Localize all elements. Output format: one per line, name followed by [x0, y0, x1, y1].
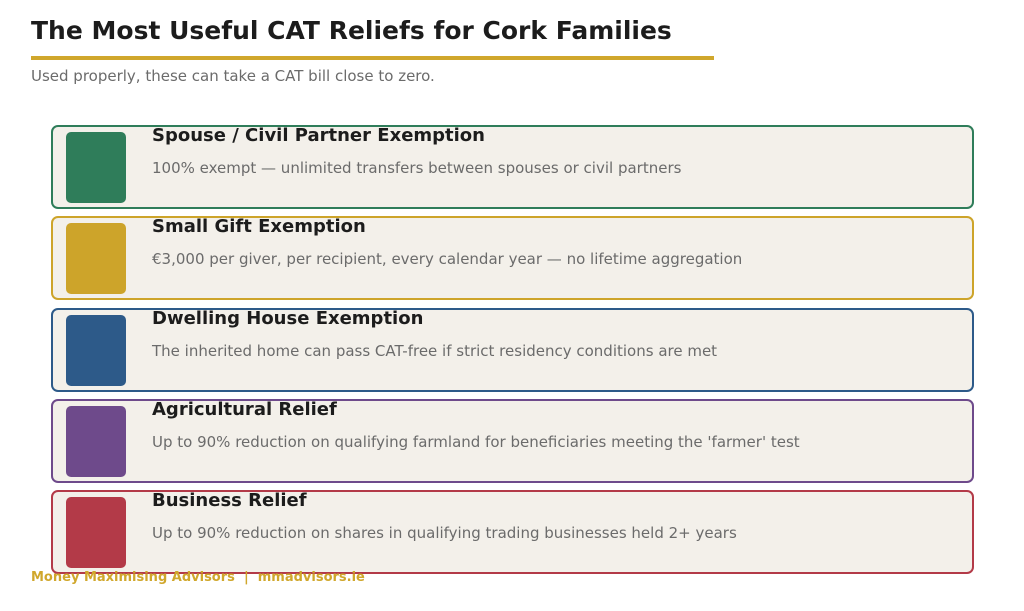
card-title: Spouse / Civil Partner Exemption — [152, 125, 485, 146]
subtitle: Used properly, these can take a CAT bill… — [31, 67, 435, 85]
color-chip — [66, 405, 126, 477]
card-description: Up to 90% reduction on qualifying farmla… — [152, 432, 800, 451]
card-title: Small Gift Exemption — [152, 216, 366, 238]
card-description: €3,000 per giver, per recipient, every c… — [152, 250, 743, 269]
color-chip — [66, 223, 126, 295]
footer: Money Maximising Advisors | mmadvisors.i… — [31, 570, 365, 585]
card-title: Business Relief — [152, 490, 307, 512]
relief-card: Agricultural Relief Up to 90% reduction o… — [51, 398, 974, 483]
card-description: Up to 90% reduction on shares in qualify… — [152, 524, 737, 543]
relief-card: Dwelling House Exemption The inherited ho… — [51, 307, 974, 392]
relief-card: Business Relief Up to 90% reduction on sh… — [51, 490, 974, 575]
color-chip — [66, 314, 126, 386]
relief-card: Spouse / Civil Partner Exemption 100% exe… — [51, 125, 974, 209]
card-description: The inherited home can pass CAT-free if … — [152, 341, 718, 360]
color-chip — [66, 497, 126, 569]
title: The Most Useful CAT Reliefs for Cork Fam… — [31, 16, 672, 45]
card-title: Agricultural Relief — [152, 398, 337, 420]
title-rule — [31, 56, 714, 60]
color-chip — [66, 132, 126, 203]
card-description: 100% exempt — unlimited transfers betwee… — [152, 159, 682, 177]
relief-card: Small Gift Exemption €3,000 per giver, pe… — [51, 216, 974, 301]
card-title: Dwelling House Exemption — [152, 307, 424, 329]
